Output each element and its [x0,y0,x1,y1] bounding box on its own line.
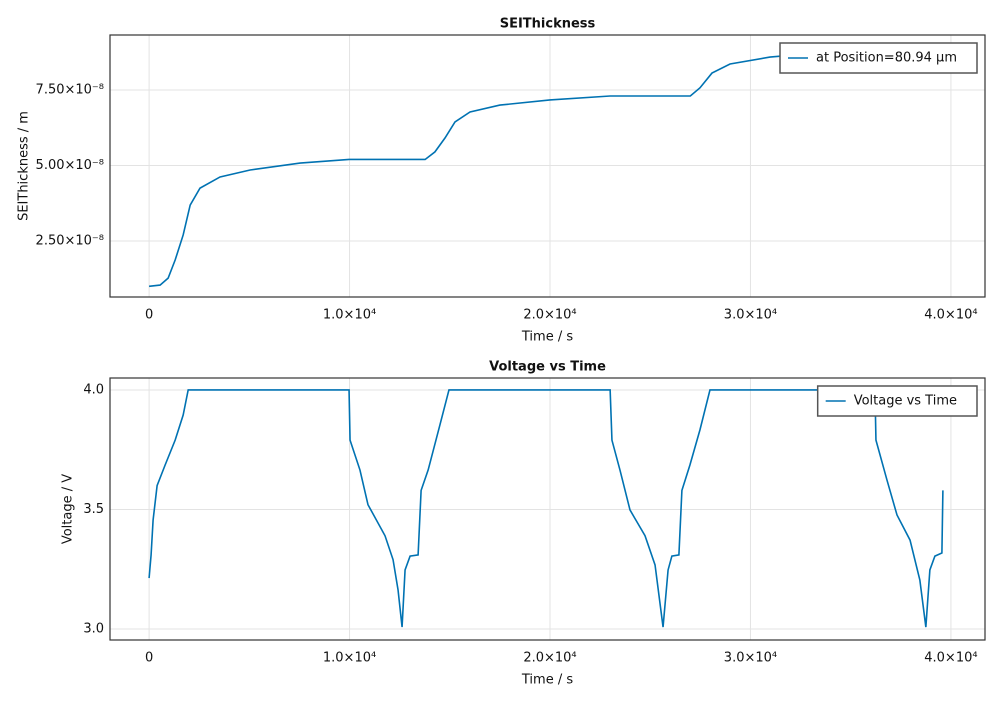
x-axis-label: Time / s [521,330,573,345]
x-tick-label: 1.0×10⁴ [323,651,376,666]
y-tick-label: 4.0 [83,382,104,397]
x-axis-label: Time / s [521,673,573,688]
y-tick-label: 7.50×10⁻⁸ [36,82,104,97]
y-axis-label: SEIThickness / m [17,111,32,221]
x-tick-label: 3.0×10⁴ [724,651,777,666]
y-tick-label: 5.00×10⁻⁸ [36,158,104,173]
plot-frame [109,377,986,641]
data-line [148,389,944,628]
x-tick-label: 3.0×10⁴ [724,308,777,323]
y-tick-label: 3.5 [83,502,104,517]
x-tick-label: 0 [145,308,153,323]
chart-title: Voltage vs Time [489,360,606,375]
legend-label: Voltage vs Time [854,394,957,409]
y-tick-label: 3.0 [83,622,104,637]
legend-box [779,42,978,74]
data-line [149,49,940,288]
chart-title: SEIThickness [500,17,596,32]
legend-label: at Position=80.94 μm [816,51,957,66]
x-tick-label: 2.0×10⁴ [523,308,576,323]
x-tick-label: 1.0×10⁴ [323,308,376,323]
x-tick-label: 0 [145,651,153,666]
y-tick-label: 2.50×10⁻⁸ [36,233,104,248]
plot-frame [109,34,986,298]
x-tick-label: 4.0×10⁴ [924,308,977,323]
legend: at Position=80.94 μm [779,42,978,74]
y-axis-label: Voltage / V [61,474,76,544]
x-tick-label: 2.0×10⁴ [523,651,576,666]
x-tick-label: 4.0×10⁴ [924,651,977,666]
legend: Voltage vs Time [816,385,978,417]
